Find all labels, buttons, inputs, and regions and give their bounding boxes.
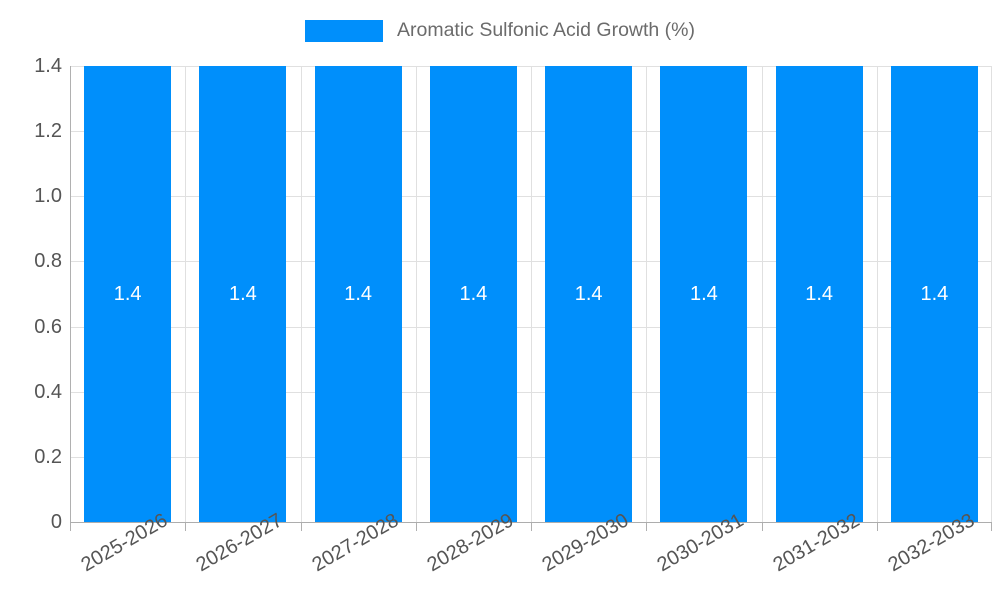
bar[interactable]: 1.4 — [314, 66, 402, 522]
bar-group: 1.4 — [314, 66, 402, 522]
y-axis-tick-label: 0.2 — [34, 445, 62, 468]
legend-item-label: Aromatic Sulfonic Acid Growth (%) — [396, 19, 695, 42]
bar[interactable]: 1.4 — [890, 66, 978, 522]
gridline-vertical — [761, 66, 763, 522]
bar-group: 1.4 — [660, 66, 748, 522]
bar[interactable]: 1.4 — [775, 66, 863, 522]
gridline-vertical — [415, 66, 417, 522]
y-axis-tick-label: 0.6 — [34, 315, 62, 338]
x-axis-line — [70, 522, 992, 523]
bar-series-layer: 1.4 1.4 1.4 1.4 1.4 1.4 1.4 1.4 — [70, 66, 992, 522]
y-axis-tick-label: 1.4 — [34, 55, 62, 77]
x-axis-tick-mark — [185, 523, 187, 531]
bar[interactable]: 1.4 — [84, 66, 172, 522]
bar[interactable]: 1.4 — [660, 66, 748, 522]
bar-value-label: 1.4 — [459, 283, 488, 305]
y-axis-tick-label: 0 — [50, 511, 62, 533]
y-axis-tick-label: 0.4 — [34, 380, 62, 403]
x-axis-tick-mark — [991, 523, 992, 531]
bar[interactable]: 1.4 — [199, 66, 287, 522]
bar-value-label: 1.4 — [344, 283, 373, 305]
gridline-vertical — [300, 66, 302, 522]
bar-group: 1.4 — [775, 66, 863, 522]
bar-group: 1.4 — [84, 66, 172, 522]
bar-value-label: 1.4 — [689, 283, 718, 305]
bar-value-label: 1.4 — [805, 283, 834, 305]
x-axis-tick-mark — [876, 523, 878, 531]
x-axis-tick-mark — [415, 523, 417, 531]
bar-value-label: 1.4 — [113, 283, 142, 305]
gridline-vertical — [876, 66, 878, 522]
bar-group: 1.4 — [199, 66, 287, 522]
x-axis-tick-mark — [646, 523, 648, 531]
chart-legend: Aromatic Sulfonic Acid Growth (%) — [0, 12, 1000, 50]
bar-value-label: 1.4 — [920, 283, 949, 305]
y-axis-tick-label: 0.8 — [34, 250, 62, 273]
legend-item-aromatic-sulfonic-acid-growth[interactable]: Aromatic Sulfonic Acid Growth (%) — [304, 19, 695, 42]
y-axis-line — [70, 66, 71, 523]
gridline-vertical — [646, 66, 648, 522]
bar-value-label: 1.4 — [574, 283, 603, 305]
y-axis-tick-label: 1.0 — [34, 185, 62, 208]
y-axis-tick-label: 1.2 — [34, 120, 62, 143]
bar-group: 1.4 — [429, 66, 517, 522]
legend-color-swatch-icon — [304, 20, 383, 42]
x-axis-tick-mark — [531, 523, 532, 531]
y-axis-tick-labels: 0 0.2 0.4 0.6 0.8 1.0 1.2 1.4 — [0, 0, 62, 600]
bar[interactable]: 1.4 — [545, 66, 633, 522]
bar[interactable]: 1.4 — [429, 66, 517, 522]
gridline-vertical — [991, 66, 992, 522]
bar-value-label: 1.4 — [228, 283, 257, 305]
x-axis-tick-mark — [761, 523, 763, 531]
x-axis-tick-mark — [70, 523, 71, 531]
bar-group: 1.4 — [890, 66, 978, 522]
gridline-vertical — [531, 66, 532, 522]
plot-area — [70, 66, 992, 523]
gridline-vertical — [185, 66, 187, 522]
x-axis-tick-mark — [300, 523, 302, 531]
bar-group: 1.4 — [545, 66, 633, 522]
